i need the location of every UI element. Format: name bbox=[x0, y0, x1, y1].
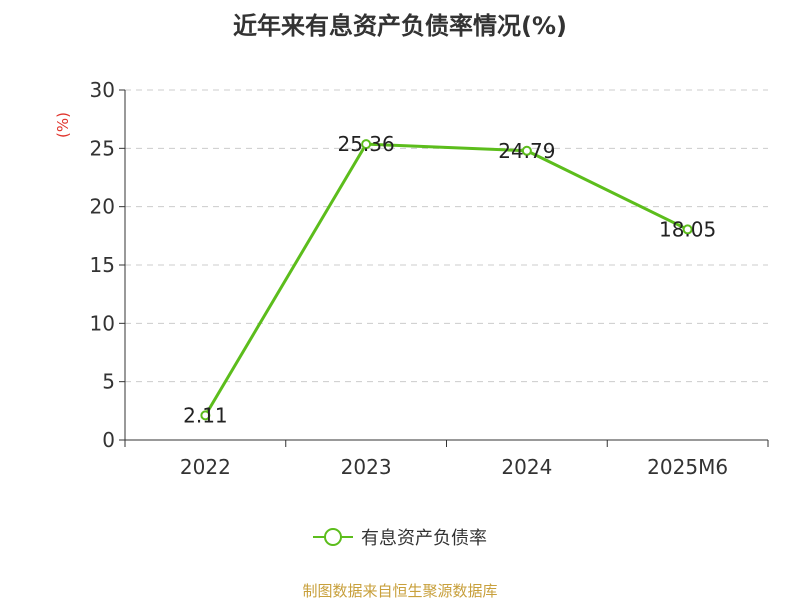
y-tick-label: 10 bbox=[90, 311, 115, 335]
chart-title: 近年来有息资产负债率情况(%) bbox=[233, 12, 567, 40]
series-line bbox=[204, 142, 689, 417]
data-point bbox=[200, 410, 211, 421]
data-point bbox=[682, 224, 693, 235]
legend[interactable]: 有息资产负债率 bbox=[0, 524, 800, 550]
axes: 0 5 10 15 20 25 30 2022 2023 2024 2025M6 (%) bbox=[54, 78, 769, 479]
source-note: 制图数据来自恒生聚源数据库 bbox=[302, 582, 498, 600]
data-label: 25.36 bbox=[337, 132, 394, 156]
data-label: 18.05 bbox=[659, 217, 716, 241]
y-tick-label: 5 bbox=[102, 370, 115, 394]
y-tick-label: 30 bbox=[90, 78, 115, 102]
x-tick-label: 2025M6 bbox=[647, 455, 728, 479]
legend-label: 有息资产负债率 bbox=[361, 528, 487, 549]
series-layer bbox=[200, 139, 693, 421]
y-tick-label: 0 bbox=[102, 428, 115, 452]
x-tick-label: 2022 bbox=[180, 455, 231, 479]
y-tick-label: 20 bbox=[90, 195, 115, 219]
data-point bbox=[521, 145, 532, 156]
data-labels: 2.11 25.36 24.79 18.05 bbox=[183, 132, 716, 427]
y-tick-label: 25 bbox=[90, 136, 115, 160]
x-tick-label: 2024 bbox=[501, 455, 552, 479]
y-axis-label: (%) bbox=[54, 112, 72, 138]
data-label: 2.11 bbox=[183, 403, 228, 427]
legend-marker-icon bbox=[313, 528, 353, 546]
x-tick-label: 2023 bbox=[341, 455, 392, 479]
data-label: 24.79 bbox=[498, 139, 555, 163]
data-point bbox=[361, 139, 372, 150]
y-tick-label: 15 bbox=[90, 253, 115, 277]
